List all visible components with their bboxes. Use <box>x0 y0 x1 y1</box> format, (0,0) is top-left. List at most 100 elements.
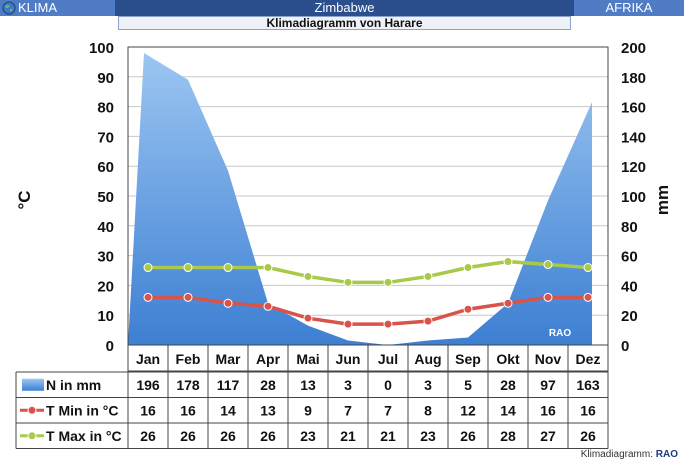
t-min-point <box>263 301 273 311</box>
y-tick-left: 10 <box>97 308 114 325</box>
data-label: 16 <box>580 402 596 418</box>
data-label: 27 <box>540 428 556 444</box>
t-max-point <box>503 257 513 267</box>
t-min-point <box>463 304 473 314</box>
section-tab-afrika[interactable]: AFRIKA <box>574 0 684 16</box>
data-label: 14 <box>500 402 516 418</box>
y-tick-right: 160 <box>621 100 646 117</box>
data-label: 23 <box>300 428 316 444</box>
t-max-point <box>543 260 553 270</box>
data-label: 26 <box>260 428 276 444</box>
data-label: 178 <box>176 377 200 393</box>
y-tick-right: 40 <box>621 278 638 295</box>
data-label: 97 <box>540 377 556 393</box>
t-max-point <box>423 271 433 281</box>
data-label: 16 <box>540 402 556 418</box>
data-label: 3 <box>344 377 352 393</box>
x-tick-label: Mar <box>216 351 241 367</box>
data-label: 12 <box>460 402 476 418</box>
t-max-point <box>383 277 393 287</box>
data-label: 7 <box>384 402 392 418</box>
legend-key-marker <box>27 405 37 415</box>
data-label: 26 <box>140 428 156 444</box>
t-max-line <box>148 259 589 285</box>
y-tick-left: 0 <box>106 338 114 355</box>
data-label: 163 <box>576 377 600 393</box>
t-min-point <box>423 316 433 326</box>
data-label: 28 <box>260 377 276 393</box>
t-max-point <box>583 263 593 273</box>
data-label: 5 <box>464 377 472 393</box>
data-label: 26 <box>580 428 596 444</box>
t-max-point <box>463 263 473 273</box>
t-min-line <box>148 295 588 326</box>
y-tick-left: 20 <box>97 278 114 295</box>
x-tick-label: Apr <box>256 351 281 367</box>
y-tick-left: 30 <box>97 249 114 266</box>
legend-label: T Min in °C <box>46 402 118 418</box>
data-label: 117 <box>217 377 240 393</box>
t-min-point <box>343 319 353 329</box>
y-tick-right: 180 <box>621 70 646 87</box>
legend-label: T Max in °C <box>46 428 122 444</box>
x-tick-label: Dez <box>576 351 601 367</box>
y-tick-right: 60 <box>621 249 638 266</box>
data-label: 16 <box>140 402 156 418</box>
x-tick-label: Feb <box>176 351 201 367</box>
footer-credit: Klimadiagramm: RAO <box>581 449 678 460</box>
footer-label: Klimadiagramm: <box>580 449 653 460</box>
t-max-point <box>143 263 153 273</box>
y-tick-left: 40 <box>97 219 114 236</box>
y-axis-label-left: °C <box>15 190 34 209</box>
y-tick-right: 200 <box>621 40 646 57</box>
t-min-point <box>383 319 393 329</box>
data-label: 28 <box>500 377 516 393</box>
data-label: 26 <box>220 428 236 444</box>
chart-watermark: RAO <box>549 328 571 339</box>
legend-key-marker <box>27 431 37 441</box>
x-tick-label: Sep <box>455 351 481 367</box>
data-label: 26 <box>460 428 476 444</box>
data-label: 26 <box>180 428 196 444</box>
data-label: 3 <box>424 377 432 393</box>
data-label: 9 <box>304 402 312 418</box>
footer-brand: RAO <box>655 449 678 460</box>
t-min-point <box>303 313 313 323</box>
y-tick-right: 0 <box>621 338 629 355</box>
data-label: 16 <box>180 402 196 418</box>
globe-icon <box>2 1 16 15</box>
y-tick-left: 50 <box>97 189 114 206</box>
legend-label: N in mm <box>46 377 101 393</box>
klima-label: KLIMA <box>18 0 58 15</box>
data-label: 7 <box>344 402 352 418</box>
y-tick-left: 80 <box>97 100 114 117</box>
section-tab-klima[interactable]: KLIMA <box>0 0 115 16</box>
y-tick-left: 90 <box>97 70 114 87</box>
data-label: 196 <box>136 377 160 393</box>
t-max-point <box>303 271 313 281</box>
data-label: 8 <box>424 402 432 418</box>
data-label: 13 <box>260 402 276 418</box>
x-tick-label: Mai <box>296 351 319 367</box>
t-min-point <box>583 292 593 302</box>
y-tick-left: 70 <box>97 129 114 146</box>
x-tick-label: Jul <box>378 351 398 367</box>
t-min-point <box>223 298 233 308</box>
y-tick-left: 60 <box>97 159 114 176</box>
t-min-point <box>143 292 153 302</box>
x-tick-label: Okt <box>496 351 520 367</box>
x-tick-label: Nov <box>535 351 562 367</box>
x-tick-label: Jun <box>336 351 361 367</box>
t-min-point <box>503 298 513 308</box>
y-tick-left: 100 <box>89 40 114 57</box>
data-label: 21 <box>340 428 356 444</box>
data-label: 13 <box>300 377 316 393</box>
precipitation-area <box>128 52 592 346</box>
t-min-point <box>183 292 193 302</box>
y-axis-label-right: mm <box>653 185 672 215</box>
data-label: 21 <box>380 428 396 444</box>
y-tick-right: 80 <box>621 219 638 236</box>
y-tick-right: 140 <box>621 129 646 146</box>
legend-key-precipitation <box>22 378 44 391</box>
